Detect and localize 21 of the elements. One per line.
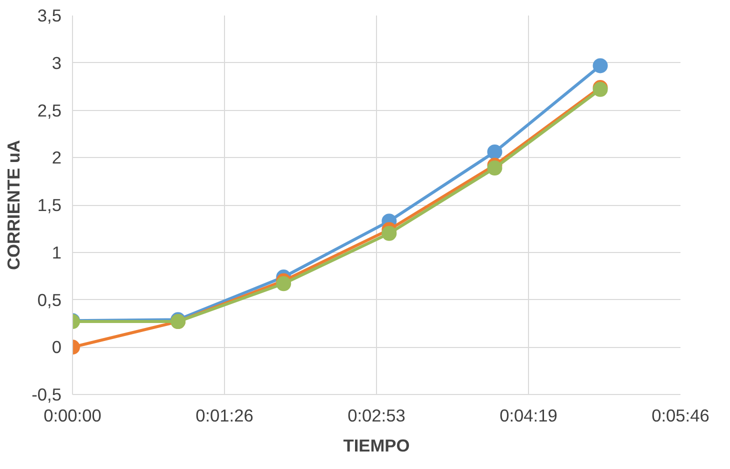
y-tick-label: 3,5: [37, 6, 62, 26]
y-tick-label: 0: [52, 337, 62, 358]
y-tick-label: 2: [52, 148, 62, 168]
point: [276, 276, 292, 292]
y-tick-label: 0,5: [37, 290, 62, 310]
point: [487, 144, 502, 160]
y-tick-label: 3: [52, 52, 62, 73]
y-tick-label: 1,5: [37, 195, 62, 215]
y-tick-label: 2,5: [37, 100, 62, 120]
x-tick-label: 0:02:53: [348, 406, 406, 426]
point: [487, 160, 502, 176]
x-tick-label: 0:04:19: [500, 406, 558, 426]
y-axis-title: CORRIENTE uA: [4, 140, 24, 270]
x-tick-label: 0:05:46: [652, 406, 710, 426]
point: [592, 58, 608, 74]
x-tick-label: 0:01:26: [196, 406, 254, 426]
y-tick-label: -0,5: [32, 384, 62, 404]
y-tick-label: 1: [52, 242, 62, 262]
x-tick-label: 0:00:00: [44, 406, 102, 426]
x-axis-title: TIEMPO: [343, 436, 410, 456]
point: [382, 226, 397, 241]
